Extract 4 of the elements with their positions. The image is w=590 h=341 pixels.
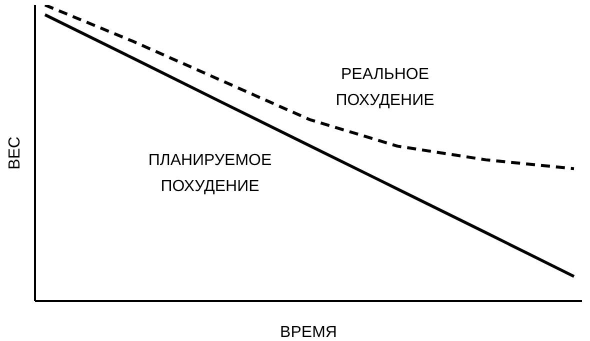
x-axis-title: ВРЕМЯ: [280, 324, 337, 341]
series-label: РЕАЛЬНОЕ ПОХУДЕНИЕ: [334, 65, 436, 111]
series-label: ПЛАНИРУЕМОЕ ПОХУДЕНИЕ: [147, 151, 273, 197]
y-axis-title: ВЕС: [6, 136, 24, 170]
